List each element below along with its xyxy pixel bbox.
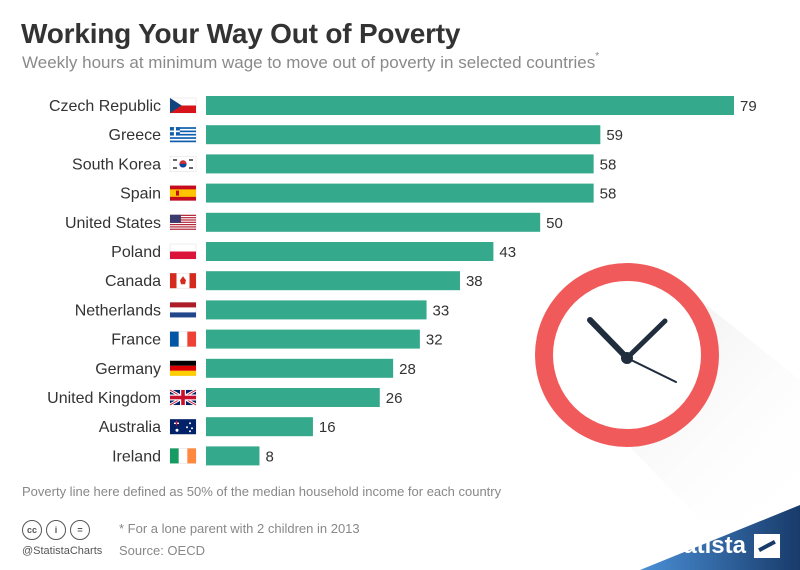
bar [206, 271, 460, 291]
value-label: 28 [399, 361, 416, 378]
category-label: Ireland [112, 448, 161, 465]
value-label: 59 [606, 127, 623, 144]
clock-second-hand [626, 357, 677, 383]
value-label: 33 [433, 302, 450, 319]
statista-logo[interactable]: statista [662, 532, 780, 560]
value-label: 79 [740, 98, 757, 115]
bar [206, 125, 601, 145]
category-label: Canada [105, 273, 161, 290]
category-label: South Korea [72, 156, 161, 173]
value-label: 50 [546, 215, 563, 232]
category-label: Czech Republic [49, 98, 161, 115]
bar [206, 154, 594, 174]
category-label: Netherlands [75, 302, 161, 319]
bar [206, 358, 394, 378]
canada-flag-icon [169, 272, 197, 289]
value-label: 32 [426, 332, 443, 349]
value-label: 43 [499, 244, 516, 261]
attribution-icon: i [46, 520, 66, 540]
category-label: United Kingdom [47, 390, 161, 407]
spain-flag-icon [169, 185, 197, 201]
us-flag-icon [169, 214, 197, 231]
category-label: Australia [99, 419, 161, 436]
no-derivatives-icon: = [70, 520, 90, 540]
ireland-flag-icon [169, 448, 197, 464]
clock-minute-hand [624, 318, 668, 361]
bar [206, 388, 380, 407]
bar [206, 446, 260, 466]
bar [206, 242, 494, 261]
chart-subtitle: Weekly hours at minimum wage to move out… [22, 51, 600, 72]
bar [206, 417, 313, 437]
value-label: 58 [600, 186, 617, 203]
bar [206, 329, 420, 349]
category-label: Greece [109, 127, 162, 144]
license-icons: cc i = [22, 520, 90, 540]
value-label: 16 [319, 419, 336, 436]
statista-wordmark: statista [661, 532, 746, 559]
creative-commons-icon: cc [22, 520, 42, 540]
bar [206, 183, 594, 203]
netherlands-flag-icon [169, 302, 197, 318]
australia-flag-icon [169, 418, 197, 435]
category-label: France [111, 332, 161, 349]
category-label: Poland [111, 244, 161, 261]
bar [206, 96, 734, 115]
footnote-definition: Poverty line here defined as 50% of the … [22, 484, 502, 499]
source-label: Source: OECD [119, 543, 205, 558]
czech-flag-icon [169, 97, 197, 114]
uk-flag-icon [169, 388, 197, 407]
france-flag-icon [169, 331, 197, 347]
value-label: 38 [466, 273, 483, 290]
category-label: Germany [95, 361, 161, 378]
footnote-lone-parent: * For a lone parent with 2 children in 2… [119, 521, 360, 536]
category-label: United States [65, 215, 161, 232]
clock-center-pin [621, 352, 633, 364]
statista-handle: @StatistaCharts [22, 545, 103, 557]
chart-title: Working Your Way Out of Poverty [21, 18, 461, 49]
value-label: 58 [600, 156, 617, 173]
clock-hour-hand [587, 317, 630, 361]
poland-flag-icon [169, 243, 197, 260]
value-label: 8 [265, 448, 273, 465]
value-label: 26 [386, 390, 403, 407]
statista-logo-icon [754, 534, 780, 558]
category-label: Spain [120, 186, 161, 203]
germany-flag-icon [169, 360, 197, 377]
clock-illustration [535, 263, 800, 520]
bar [206, 212, 541, 232]
greece-flag-icon [169, 126, 197, 143]
south-korea-flag-icon [169, 156, 197, 172]
bar [206, 300, 427, 320]
